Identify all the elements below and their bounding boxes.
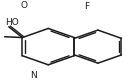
Text: N: N	[30, 71, 37, 81]
Text: O: O	[20, 1, 27, 10]
Text: F: F	[84, 2, 89, 11]
Text: HO: HO	[5, 18, 19, 27]
